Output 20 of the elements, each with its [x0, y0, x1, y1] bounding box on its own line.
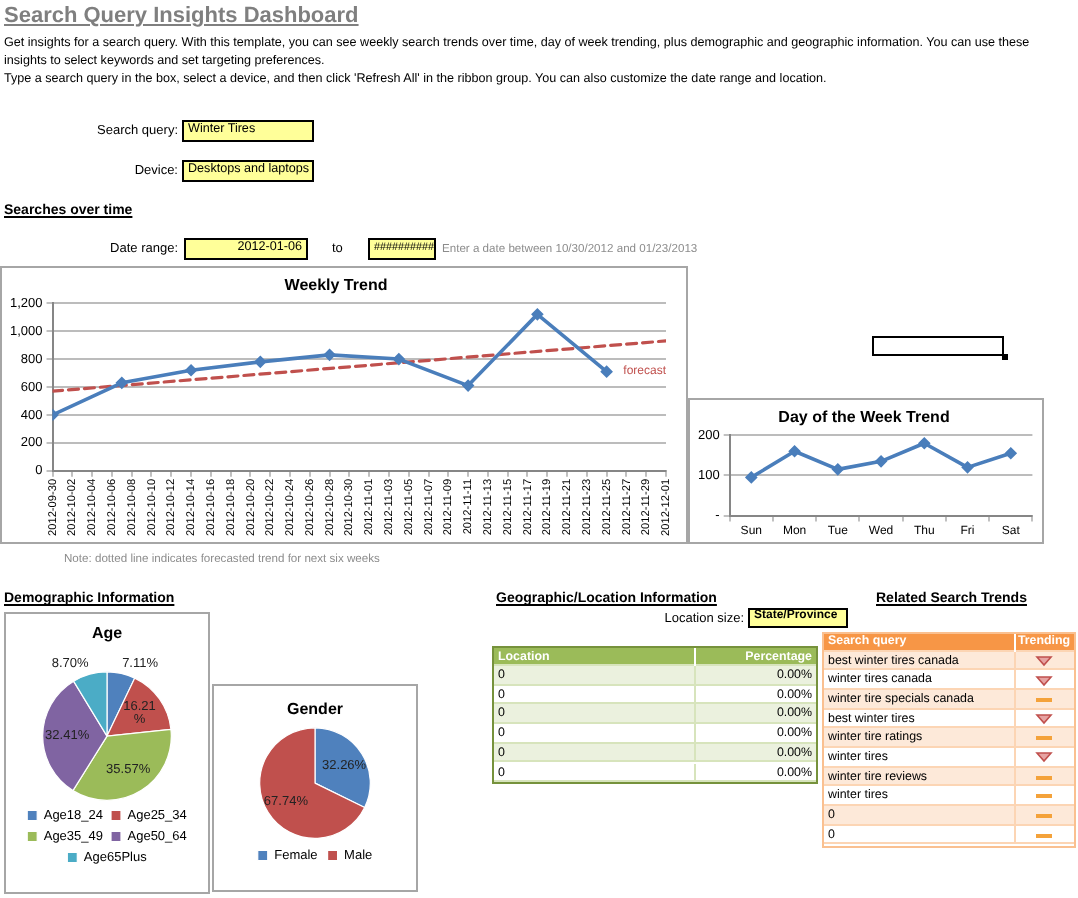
point	[462, 379, 475, 392]
point	[1004, 447, 1017, 460]
point	[531, 308, 544, 321]
point	[185, 364, 198, 377]
point	[323, 348, 336, 361]
point	[788, 445, 801, 458]
point	[831, 463, 844, 476]
point	[961, 461, 974, 474]
chart-title: Weekly Trend	[284, 276, 388, 295]
point	[875, 455, 888, 468]
chart-title: Day of the Week Trend	[778, 408, 950, 427]
text: Age	[91, 624, 124, 643]
chart-title: Gender	[286, 700, 344, 719]
point	[918, 437, 931, 450]
point	[745, 471, 758, 484]
point	[600, 365, 613, 378]
text: Search Query Insights Dashboard	[4, 4, 359, 28]
point	[254, 355, 267, 368]
point	[115, 376, 128, 389]
point	[392, 353, 405, 366]
